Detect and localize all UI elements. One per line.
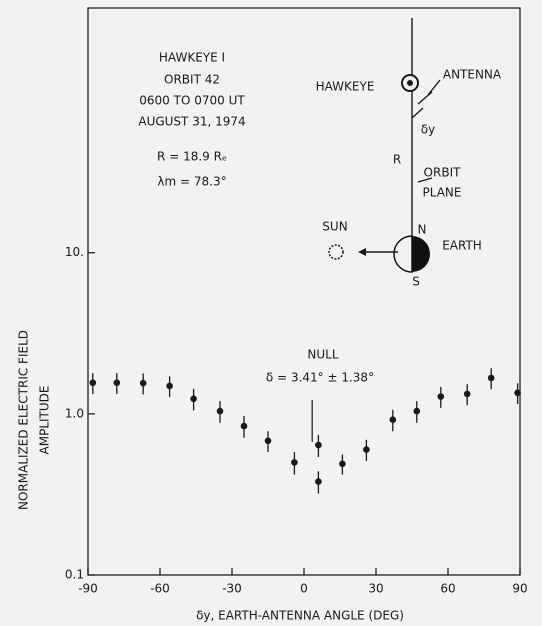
pointer	[417, 177, 433, 183]
annotation: R	[393, 153, 401, 167]
annotation: HAWKEYE I	[159, 51, 225, 65]
annotation: AUGUST 31, 1974	[138, 115, 245, 129]
x-tick-label: -90	[78, 582, 98, 596]
x-tick-label: -30	[222, 582, 242, 596]
annotation: SUN	[322, 220, 347, 234]
annotation: ANTENNA	[443, 68, 502, 82]
annotation: λm = 78.3°	[157, 175, 226, 189]
data-point	[240, 422, 248, 430]
annotation: S	[412, 275, 420, 289]
data-point	[389, 416, 397, 423]
data-point	[315, 441, 322, 449]
annotation: δy	[421, 123, 435, 137]
annotation: PLANE	[423, 186, 462, 200]
data-point	[437, 393, 445, 400]
y-tick-label: 1.0	[65, 406, 84, 420]
arrow	[358, 248, 366, 256]
x-tick-label: 60	[440, 582, 455, 596]
y-axis-label: AMPLITUDE	[38, 386, 52, 455]
null-text: δ = 3.41° ± 1.38°	[266, 371, 374, 385]
annotation: ORBIT	[424, 166, 462, 180]
x-tick-label: 30	[368, 582, 383, 596]
data-point	[113, 379, 121, 387]
data-point	[89, 379, 97, 387]
data-point	[487, 374, 495, 382]
pointer	[427, 79, 441, 96]
null-label: NULL	[307, 348, 338, 362]
annotation: ORBIT 42	[164, 73, 220, 87]
data-point	[139, 379, 147, 387]
x-tick-label: -60	[150, 582, 170, 596]
data-point	[413, 407, 421, 415]
annotation: R = 18.9 Rₑ	[157, 150, 227, 164]
data-point	[463, 390, 471, 398]
data-point	[264, 437, 272, 445]
hawkeye-icon	[407, 80, 413, 86]
data-point	[315, 478, 322, 485]
orbit-diagram	[328, 18, 441, 273]
data-point	[190, 395, 197, 403]
annotation: EARTH	[442, 239, 482, 253]
annotation: HAWKEYE	[316, 80, 375, 94]
data-point	[291, 459, 298, 466]
y-tick-label: 10.	[65, 245, 84, 259]
x-tick-label: 0	[300, 582, 308, 596]
data-point	[216, 407, 224, 415]
data-point	[166, 382, 173, 390]
x-tick-label: 90	[512, 582, 527, 596]
sun-icon	[328, 244, 344, 260]
annotation: N	[418, 223, 427, 237]
data-point	[363, 446, 370, 453]
y-tick-label: 0.1	[65, 568, 84, 582]
antenna	[417, 91, 433, 105]
earth-icon	[393, 235, 413, 273]
data-point	[514, 389, 521, 397]
data-point	[339, 460, 346, 468]
x-axis-label: δy, EARTH-ANTENNA ANGLE (DEG)	[196, 609, 404, 623]
antenna	[411, 107, 424, 119]
annotation: 0600 TO 0700 UT	[139, 94, 245, 108]
y-axis-label: NORMALIZED ELECTRIC FIELD	[17, 330, 31, 510]
